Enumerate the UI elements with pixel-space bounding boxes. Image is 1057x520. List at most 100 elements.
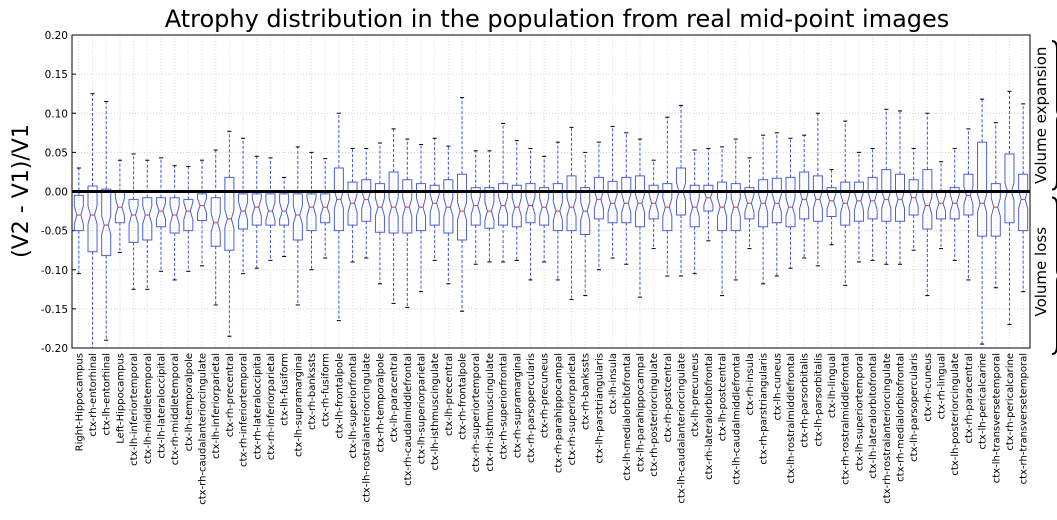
x-category-label: ctx-rh-isthmuscingulate bbox=[485, 353, 496, 472]
box-15 bbox=[279, 176, 290, 257]
plot-frame bbox=[71, 34, 1031, 349]
box-68 bbox=[1004, 90, 1015, 326]
x-category-label: ctx-rh-middletemporal bbox=[170, 353, 181, 465]
box-body bbox=[169, 197, 180, 234]
box-body bbox=[607, 180, 618, 224]
box-body bbox=[210, 197, 221, 247]
box-body bbox=[470, 187, 481, 226]
x-category-label: ctx-rh-insula bbox=[745, 353, 756, 415]
box-body bbox=[101, 188, 112, 257]
box-25 bbox=[415, 144, 426, 293]
box-12 bbox=[238, 137, 249, 275]
box-body bbox=[265, 193, 276, 226]
box-body bbox=[881, 169, 892, 222]
x-category-label: ctx-rh-frontalpole bbox=[458, 353, 469, 440]
x-category-label: ctx-rh-inferiortemporal bbox=[239, 353, 250, 467]
box-body bbox=[361, 179, 372, 222]
x-category-label: ctx-lh-posteriorcingulate bbox=[950, 353, 961, 476]
x-category-label: ctx-lh-rostralanteriorcingulate bbox=[362, 353, 373, 503]
box-9 bbox=[197, 159, 208, 267]
x-category-label: ctx-rh-postcentral bbox=[663, 353, 674, 442]
box-body bbox=[936, 191, 947, 220]
box-32 bbox=[511, 140, 522, 261]
box-67 bbox=[990, 122, 1001, 289]
box-59 bbox=[881, 108, 892, 265]
x-category-label: ctx-lh-insula bbox=[608, 353, 619, 414]
box-19 bbox=[333, 112, 344, 322]
y-tick-label: 0.10 bbox=[45, 108, 68, 120]
x-category-label: ctx-rh-precentral bbox=[225, 353, 236, 437]
x-category-label: ctx-rh-pericalcarine bbox=[1005, 353, 1016, 451]
box-body bbox=[292, 193, 303, 241]
box-23 bbox=[388, 128, 399, 304]
x-category-label: ctx-rh-parsopercularis bbox=[526, 353, 537, 463]
box-55 bbox=[826, 169, 837, 246]
box-54 bbox=[812, 112, 823, 267]
x-category-label: ctx-rh-caudalmiddlefrontal bbox=[403, 353, 414, 486]
box-14 bbox=[265, 157, 276, 261]
box-body bbox=[333, 167, 344, 232]
box-body bbox=[730, 183, 741, 232]
x-category-label: ctx-lh-pericalcarine bbox=[978, 353, 989, 449]
box-body bbox=[703, 184, 714, 212]
box-48 bbox=[730, 138, 741, 281]
x-category-label: ctx-lh-precuneus bbox=[690, 353, 701, 437]
box-35 bbox=[552, 141, 563, 281]
box-34 bbox=[539, 155, 550, 263]
x-category-label: ctx-rh-precuneus bbox=[540, 353, 551, 438]
x-category-label: ctx-rh-entorhinal bbox=[88, 353, 99, 437]
box-51 bbox=[771, 132, 782, 277]
box-29 bbox=[470, 150, 481, 265]
x-category-label: ctx-rh-cuneus bbox=[923, 353, 934, 422]
x-category-label: ctx-lh-parsorbitalis bbox=[813, 353, 824, 447]
box-body bbox=[922, 169, 933, 230]
box-body bbox=[484, 187, 495, 229]
x-category-label: ctx-lh-transversetemporal bbox=[991, 353, 1002, 483]
x-category-label: ctx-rh-medialorbitofrontal bbox=[895, 353, 906, 482]
box-36 bbox=[566, 126, 577, 300]
box-body bbox=[689, 184, 700, 228]
box-41 bbox=[634, 138, 645, 298]
box-body bbox=[593, 176, 604, 220]
x-category-label: Right-Hippocampus bbox=[74, 353, 85, 451]
box-body bbox=[771, 177, 782, 224]
x-category-label: ctx-rh-rostralanteriorcingulate bbox=[882, 353, 893, 504]
x-category-label: ctx-lh-supramarginal bbox=[293, 353, 304, 457]
y-tick-label: -0.05 bbox=[41, 226, 68, 238]
box-body bbox=[799, 171, 810, 220]
box-body bbox=[977, 141, 988, 237]
box-24 bbox=[402, 138, 413, 308]
y-axis-label: (V2 - V1)/V1 bbox=[9, 124, 34, 258]
x-category-label: ctx-rh-fusiform bbox=[321, 353, 332, 427]
x-category-label: ctx-lh-paracentral bbox=[389, 353, 400, 442]
y-tick-label: -0.15 bbox=[41, 304, 68, 316]
box-8 bbox=[183, 165, 194, 272]
box-18 bbox=[320, 158, 331, 259]
box-body bbox=[1018, 173, 1029, 232]
x-category-label: ctx-rh-transversetemporal bbox=[1019, 353, 1030, 484]
x-category-label: ctx-lh-medialorbitofrontal bbox=[622, 353, 633, 481]
x-category-label: ctx-lh-superiorparietal bbox=[416, 353, 427, 464]
x-category-label: ctx-lh-superiortemporal bbox=[854, 353, 865, 471]
box-0 bbox=[73, 167, 84, 275]
box-22 bbox=[374, 142, 385, 285]
box-58 bbox=[867, 147, 878, 261]
box-44 bbox=[676, 104, 687, 277]
x-category-label: ctx-rh-superiorparietal bbox=[567, 353, 578, 465]
box-body bbox=[279, 193, 290, 226]
x-category-label: ctx-rh-lingual bbox=[937, 353, 948, 419]
x-category-label: ctx-rh-caudalanteriorcingulate bbox=[198, 353, 209, 505]
box-body bbox=[552, 183, 563, 232]
box-13 bbox=[251, 155, 262, 269]
box-body bbox=[320, 193, 331, 224]
box-body bbox=[580, 187, 591, 236]
x-category-label: ctx-rh-bankssts bbox=[307, 353, 318, 430]
x-category-label: ctx-lh-rostralmiddlefrontal bbox=[786, 353, 797, 484]
box-6 bbox=[155, 157, 166, 272]
box-body bbox=[415, 183, 426, 232]
x-category-label: ctx-lh-parahippocampal bbox=[635, 353, 646, 472]
box-21 bbox=[361, 147, 372, 259]
x-category-label: ctx-rh-superiortemporal bbox=[471, 353, 482, 472]
box-body bbox=[87, 185, 98, 253]
